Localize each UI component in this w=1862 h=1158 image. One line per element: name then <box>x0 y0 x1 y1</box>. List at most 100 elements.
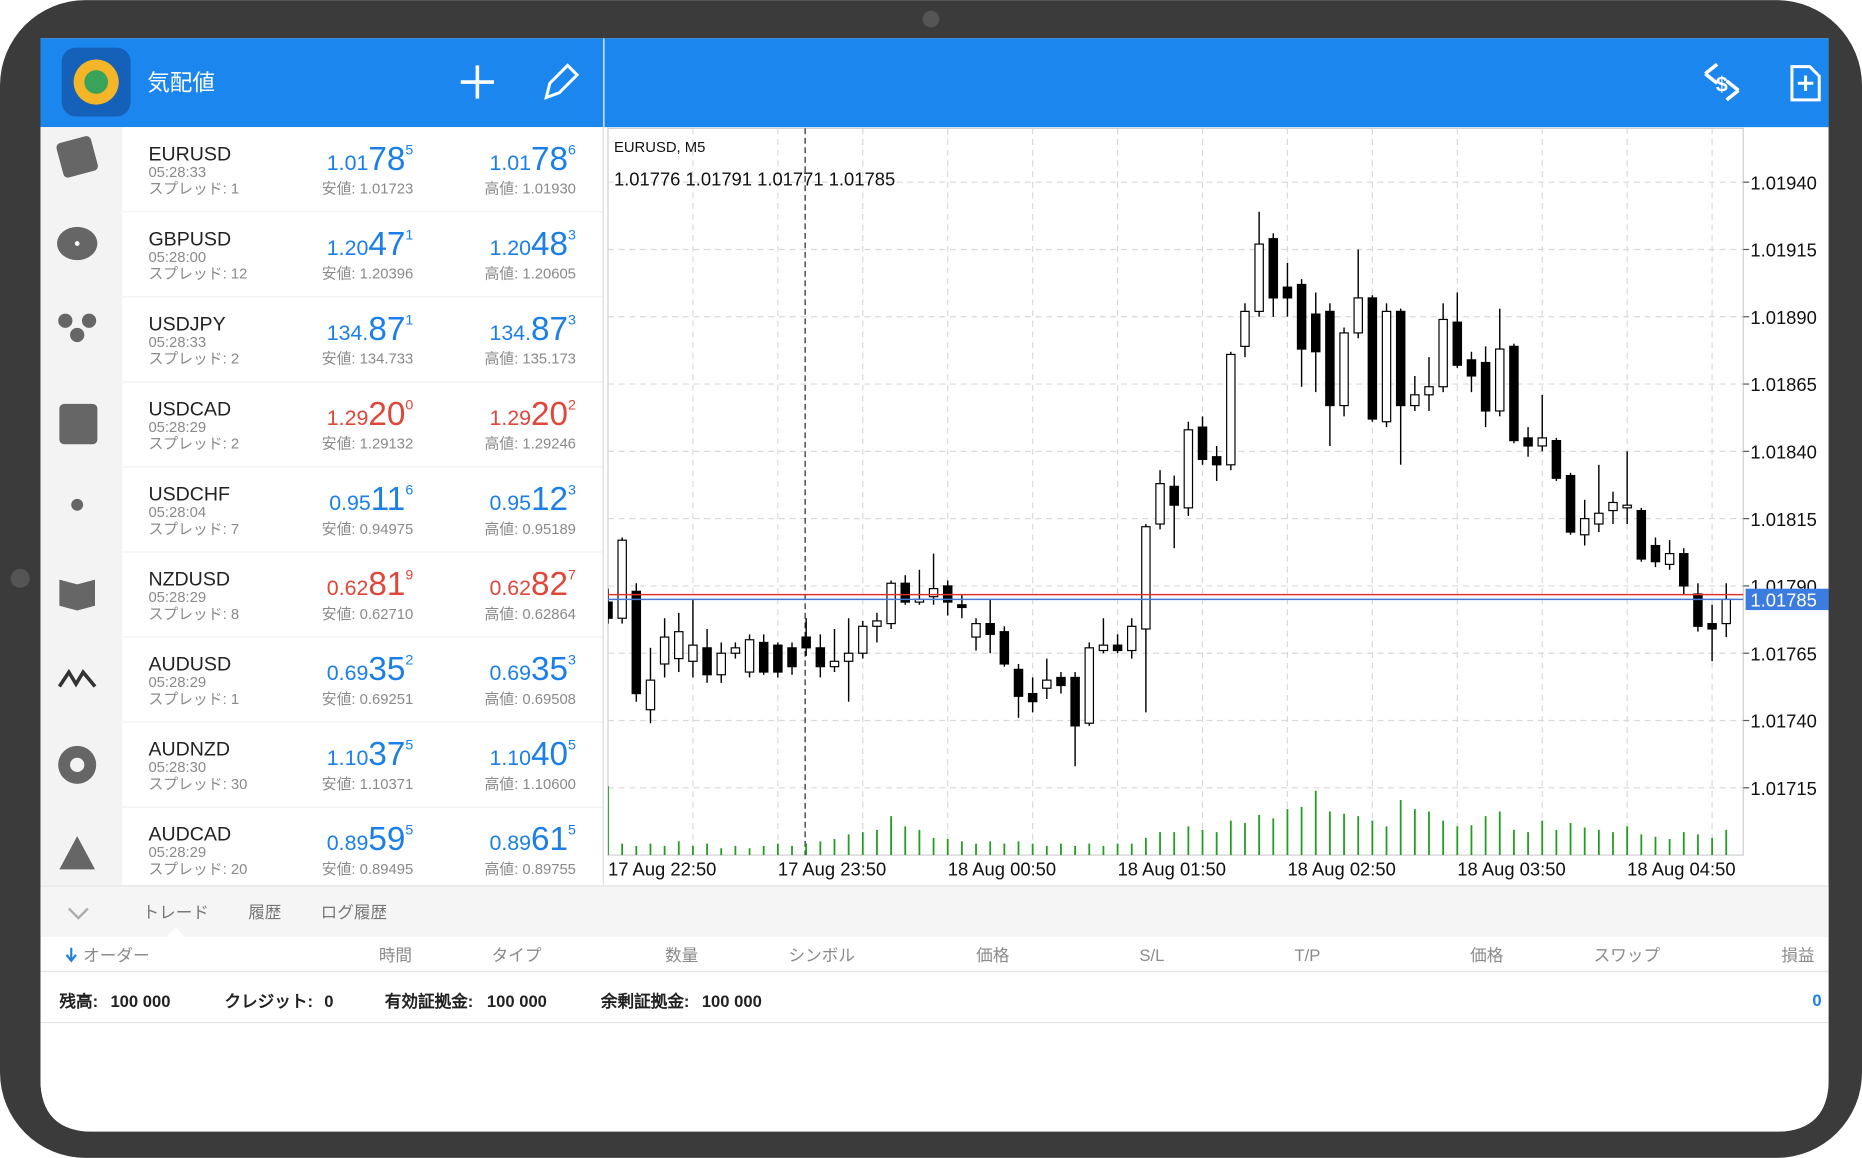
chart-symbol: EURUSD, M5 <box>614 140 705 156</box>
candle-body <box>1679 553 1689 587</box>
column-header[interactable]: T/P <box>1295 946 1321 965</box>
candle-body <box>1466 359 1477 377</box>
column-header[interactable]: オーダー <box>83 946 149 965</box>
candle-body <box>1098 644 1109 652</box>
candle-body <box>716 652 726 676</box>
sort-arrow[interactable] <box>65 947 77 963</box>
edit-button[interactable] <box>544 63 580 100</box>
candle-body <box>608 601 613 619</box>
high-price: 高値: 1.20605 <box>484 266 576 283</box>
high-price: 高値: 0.89755 <box>484 861 576 878</box>
price-fraction: 5 <box>405 738 413 754</box>
candle-body <box>1141 526 1151 630</box>
x-tick-label: 18 Aug 01:50 <box>1118 858 1226 879</box>
column-header[interactable]: シンボル <box>789 946 855 965</box>
column-header[interactable]: 数量 <box>665 946 698 965</box>
candle-body <box>1027 693 1038 703</box>
collapse-button[interactable] <box>68 907 89 920</box>
price-pips: 35 <box>531 651 568 688</box>
y-tick-label: 1.01765 <box>1750 643 1816 664</box>
spread: スプレッド: 7 <box>148 521 239 538</box>
new-order-button[interactable] <box>1790 65 1821 102</box>
column-header[interactable]: 価格 <box>1470 946 1504 965</box>
spread: スプレッド: 20 <box>148 861 247 878</box>
price-fraction: 6 <box>405 483 413 499</box>
price-pips: 78 <box>531 141 568 178</box>
bid-price: 134.871 <box>327 311 414 348</box>
quote-time: 05:28:29 <box>148 845 206 861</box>
candle-body <box>1311 313 1321 353</box>
candle-body <box>1013 668 1024 697</box>
x-tick-label: 18 Aug 04:50 <box>1627 858 1735 879</box>
nav-trade[interactable] <box>57 668 97 688</box>
y-tick-label: 1.01715 <box>1750 778 1816 799</box>
low-price: 安値: 1.29132 <box>322 436 414 453</box>
column-header[interactable]: 価格 <box>976 946 1010 965</box>
symbol-switch-button[interactable] <box>1704 62 1740 102</box>
terminal-tab[interactable]: 履歴 <box>248 903 281 922</box>
price-tag-bg <box>1745 588 1829 611</box>
sensor <box>10 568 30 588</box>
symbol: AUDNZD <box>148 739 230 761</box>
ask-price: 0.69353 <box>489 651 576 688</box>
y-tick-label: 1.01740 <box>1750 711 1816 732</box>
nav-signals[interactable] <box>71 498 84 511</box>
add-symbol-button[interactable] <box>460 65 494 99</box>
candle-body <box>1240 310 1250 347</box>
nav-about[interactable] <box>59 836 95 870</box>
price-pips: 47 <box>368 226 405 263</box>
candle-body <box>1622 504 1632 509</box>
ask-price: 0.62827 <box>489 566 576 603</box>
column-header[interactable]: 時間 <box>379 946 412 965</box>
nav-quotes[interactable] <box>55 135 99 179</box>
nav-market[interactable] <box>59 403 98 445</box>
candle-body <box>1395 310 1406 407</box>
spread: スプレッド: 1 <box>148 691 239 708</box>
toolbar-title: 気配値 <box>147 70 215 95</box>
nav-community[interactable] <box>58 313 73 328</box>
column-header[interactable]: S/L <box>1139 946 1164 965</box>
bid-price: 0.89595 <box>327 821 414 858</box>
symbol: AUDUSD <box>148 654 231 676</box>
chat-dot <box>74 241 80 246</box>
column-header[interactable]: タイプ <box>492 946 542 965</box>
column-header[interactable]: 損益 <box>1781 946 1814 965</box>
quote-row-bg <box>122 127 604 213</box>
nav-journal[interactable] <box>59 579 95 611</box>
y-tick-label: 1.01840 <box>1750 441 1816 462</box>
low-price: 安値: 0.89495 <box>322 861 414 878</box>
footer-value: 100 000 <box>702 992 762 1011</box>
price-prefix: 134. <box>327 321 369 345</box>
terminal-tab[interactable]: ログ履歴 <box>321 903 387 922</box>
bid-price: 0.62819 <box>327 566 414 603</box>
price-fraction: 3 <box>568 653 576 669</box>
candle-body <box>1424 386 1434 396</box>
quote-row-bg <box>122 637 604 723</box>
candle-body <box>801 636 811 649</box>
quote-time: 05:28:29 <box>148 590 206 606</box>
spread: スプレッド: 12 <box>148 266 247 283</box>
high-price: 高値: 135.173 <box>484 351 576 368</box>
price-prefix: 0.69 <box>327 661 369 685</box>
spread: スプレッド: 8 <box>148 606 239 623</box>
price-prefix: 134. <box>489 321 531 345</box>
candle-body <box>1197 426 1208 461</box>
ohlc-info: 1.01776 1.01791 1.01771 1.01785 <box>614 168 895 189</box>
quote-time: 05:28:00 <box>148 250 206 266</box>
candle-body <box>1254 243 1264 312</box>
column-header[interactable]: スワップ <box>1594 946 1661 965</box>
price-pips: 12 <box>531 481 568 518</box>
price-prefix: 1.01 <box>327 151 369 175</box>
footer-value: 0 <box>324 992 333 1011</box>
terminal-tab[interactable]: トレード <box>143 903 209 922</box>
quote-time: 05:28:33 <box>148 165 206 181</box>
